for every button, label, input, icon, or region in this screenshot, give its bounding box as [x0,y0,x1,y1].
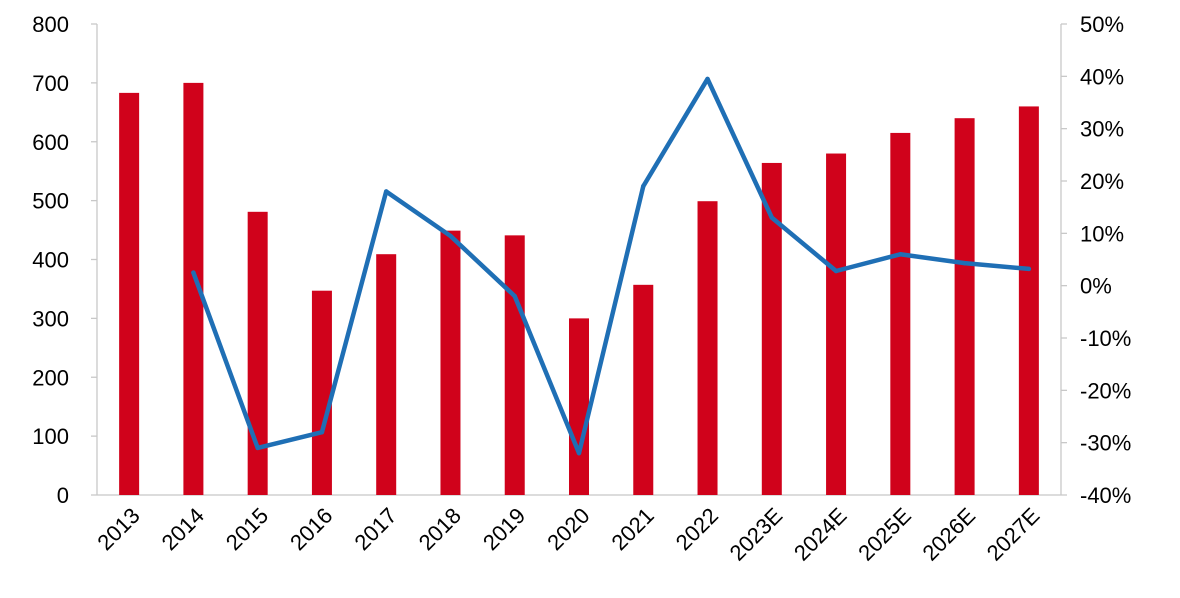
x-tick-label-2017: 2017 [349,503,401,555]
right-tick-label--10%: -10% [1080,326,1131,351]
bar-2024E [826,153,847,495]
right-tick-label-30%: 30% [1080,117,1124,142]
line-point-2020 [576,450,582,456]
line-point-2021 [641,184,646,189]
left-tick-label-400: 400 [32,248,69,273]
bar-2018 [440,230,461,495]
growth-line [191,76,1032,456]
growth-line-layer [191,76,1032,456]
x-tick-label-2025E: 2025E [853,503,916,566]
bar-2013 [119,92,140,495]
bar-2021 [633,284,654,495]
x-tick-label-2015: 2015 [221,503,273,555]
bar-2020 [569,318,589,496]
left-axis-tick-labels: 0 100 200 300 400 500 600 700 800 [32,12,97,508]
right-tick-label-50%: 50% [1080,12,1124,37]
right-axis-tick-labels: -40% -30% -20% -10% 0% 10% 20% 30% 40% 50% [1061,12,1131,508]
right-tick-label--30%: -30% [1080,431,1131,456]
line-point-2023E [769,215,774,220]
line-point-2019 [512,293,517,299]
x-axis-tick-labels: 2013 2014 2015 2016 2017 2018 2019 2020 2021 2022… [92,503,1044,566]
x-tick-label-2016: 2016 [285,503,337,555]
x-tick-label-2014: 2014 [157,503,209,555]
bar-2022 [697,201,718,495]
right-tick-label--40%: -40% [1080,483,1131,508]
bar-2023E [761,162,782,495]
line-point-2016 [319,430,325,435]
x-tick-label-2013: 2013 [92,503,144,555]
x-tick-label-2024E: 2024E [789,503,852,566]
line-point-2027E [1026,266,1032,272]
x-tick-label-2021: 2021 [607,503,659,555]
x-tick-label-2023E: 2023E [725,503,788,566]
right-tick-label-20%: 20% [1080,169,1124,194]
bar-2027E [1018,106,1039,496]
left-tick-label-700: 700 [32,71,69,96]
right-tick-label-40%: 40% [1080,64,1124,89]
x-tick-label-2022: 2022 [671,503,723,555]
bar-2016 [311,290,332,495]
line-point-2015 [255,445,260,451]
x-tick-label-2018: 2018 [414,503,466,555]
line-point-2017 [384,189,389,194]
left-tick-label-300: 300 [32,306,69,331]
x-tick-label-2027E: 2027E [982,503,1045,566]
line-point-2014 [191,270,196,275]
bar-2014 [183,82,204,496]
bar-2026E [954,118,975,495]
left-tick-label-100: 100 [32,424,69,449]
line-point-2022 [705,76,710,82]
line-point-2018 [448,233,453,239]
left-tick-label-0: 0 [57,483,69,508]
left-tick-label-200: 200 [32,365,69,390]
line-point-2025E [898,252,903,257]
bar-2017 [376,254,397,495]
line-point-2024E [833,268,839,274]
right-tick-label-0%: 0% [1080,274,1112,299]
right-tick-label-10%: 10% [1080,221,1124,246]
bars-layer [119,82,1039,496]
right-tick-label--20%: -20% [1080,378,1131,403]
bar-2019 [504,235,525,496]
bar-2025E [890,132,911,496]
line-point-2026E [962,260,967,266]
bar-2015 [247,211,268,495]
left-tick-label-600: 600 [32,130,69,155]
x-tick-label-2026E: 2026E [917,503,980,566]
x-tick-label-2019: 2019 [478,503,530,555]
left-tick-label-800: 800 [32,12,69,37]
x-tick-label-2020: 2020 [542,503,594,555]
left-tick-label-500: 500 [32,189,69,214]
